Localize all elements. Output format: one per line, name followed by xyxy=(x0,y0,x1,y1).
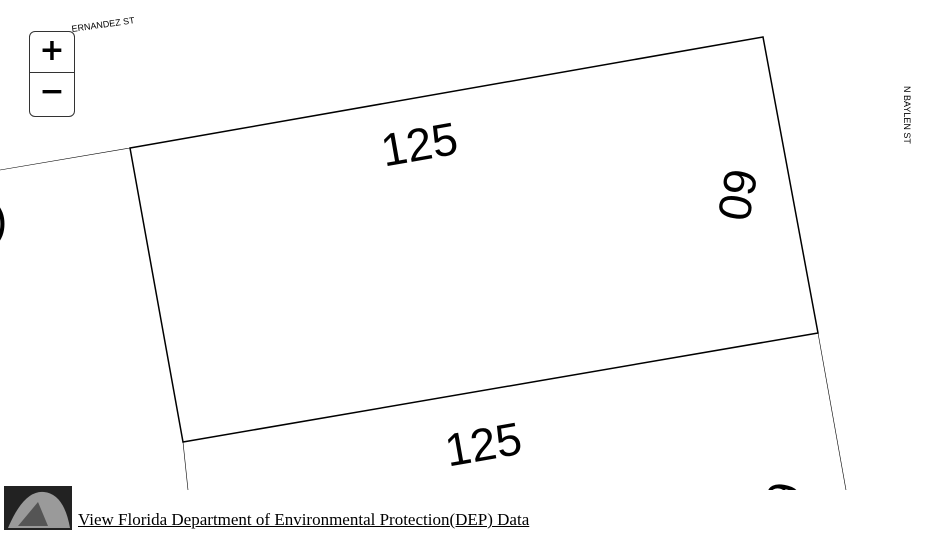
parcel-line xyxy=(0,147,131,171)
dimension-label: 6 xyxy=(756,478,812,490)
parcel-line xyxy=(182,441,189,490)
dep-link[interactable]: View Florida Department of Environmental… xyxy=(78,510,530,529)
dimension-label: ) xyxy=(0,194,7,246)
zoom-out[interactable]: − xyxy=(30,72,74,113)
dimension-label: 125 xyxy=(441,412,526,477)
dimension-label: 60 xyxy=(708,165,768,224)
zoom-in[interactable]: + xyxy=(39,33,65,68)
dep-logo xyxy=(4,486,72,530)
zoom-control: + − xyxy=(29,31,75,117)
street-label: N BAYLEN ST xyxy=(902,86,912,144)
parcel-line xyxy=(817,332,847,490)
parcel xyxy=(129,36,819,443)
parcels xyxy=(0,36,847,490)
street-label: ERNANDEZ ST xyxy=(71,15,136,34)
logo-shape xyxy=(18,502,48,526)
map: ERNANDEZ ST N BAYLEN ST 125 60 125 6 ) xyxy=(0,15,912,490)
dimension-label: 125 xyxy=(377,112,462,177)
